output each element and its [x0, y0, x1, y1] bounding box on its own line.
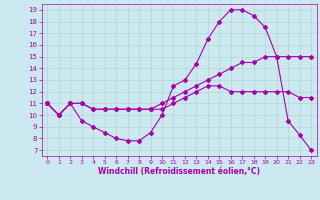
X-axis label: Windchill (Refroidissement éolien,°C): Windchill (Refroidissement éolien,°C)	[98, 167, 260, 176]
